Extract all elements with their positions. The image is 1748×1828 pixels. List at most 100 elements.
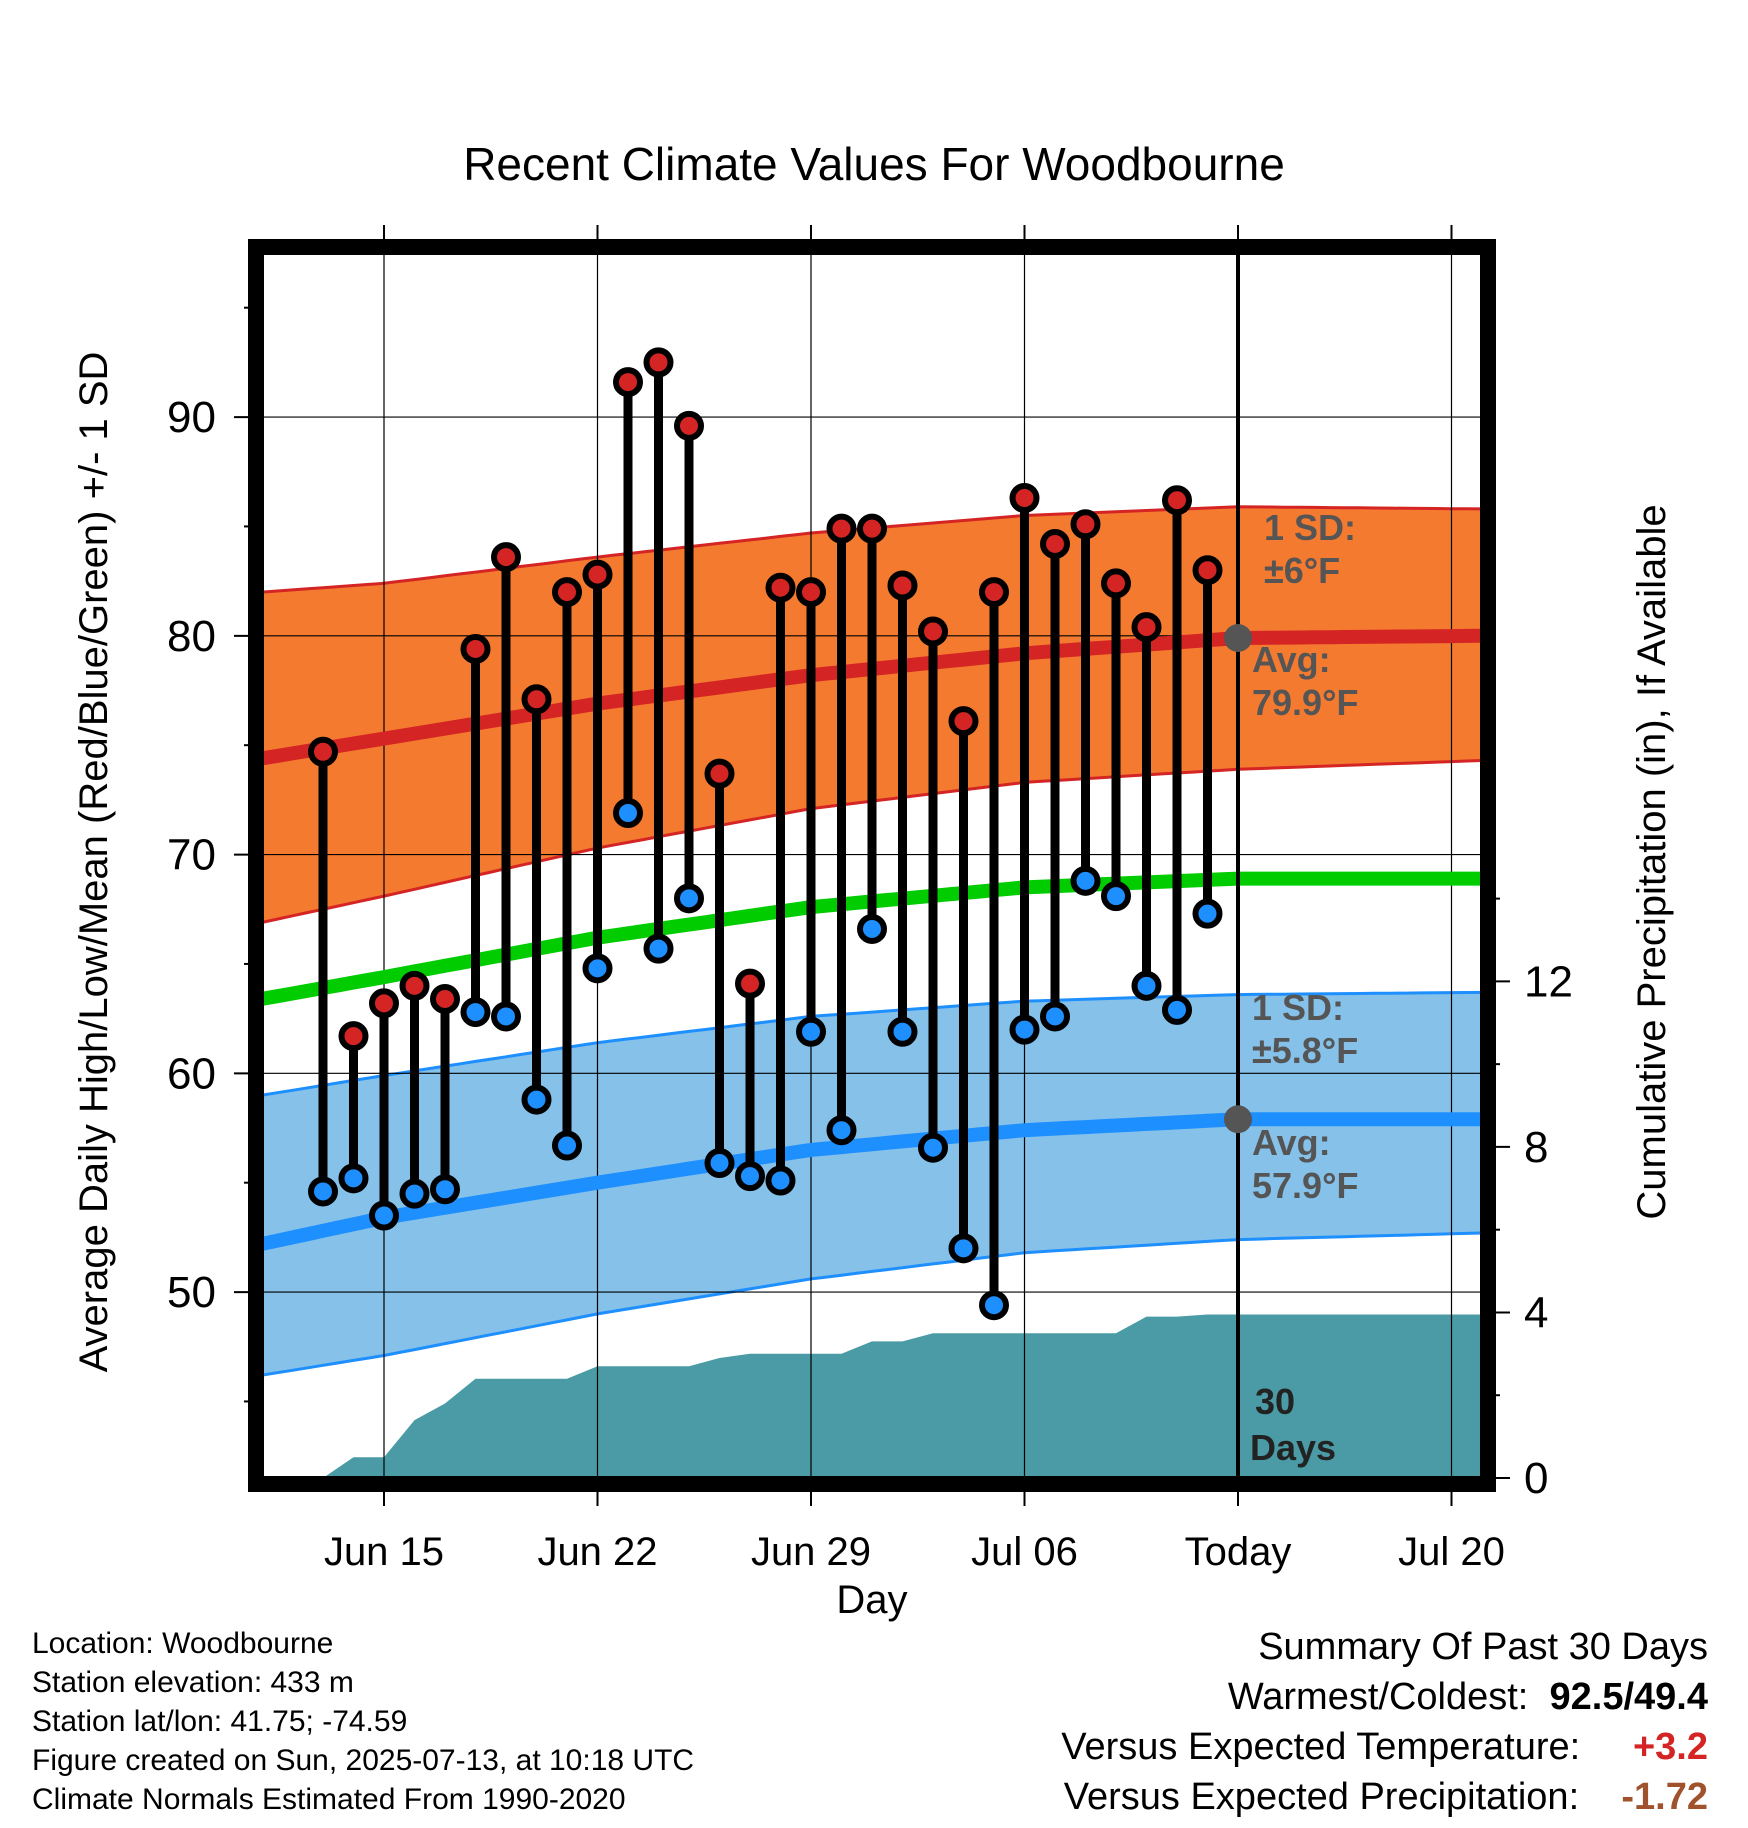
precip-anomaly-row: Versus Expected Precipitation: -1.72 bbox=[1061, 1772, 1708, 1822]
today-low-avg-marker bbox=[1224, 1105, 1252, 1134]
latlon-text: Station lat/lon: 41.75; -74.59 bbox=[32, 1705, 408, 1738]
low-avg-label: Avg: bbox=[1252, 1122, 1331, 1163]
daily-high-point bbox=[399, 970, 430, 1001]
low-avg-value: 57.9°F bbox=[1252, 1165, 1358, 1206]
daily-low-point bbox=[735, 1161, 765, 1192]
daily-high-point bbox=[826, 513, 857, 544]
y-tick-label: 90 bbox=[167, 393, 216, 442]
daily-low-point bbox=[582, 953, 613, 984]
daily-low-point bbox=[1040, 1001, 1070, 1032]
daily-high-point bbox=[1162, 485, 1192, 516]
daily-high-point bbox=[674, 410, 704, 441]
precip-anomaly-label: Versus Expected Precipitation: bbox=[1063, 1776, 1580, 1818]
warm-cold-label: Warmest/Coldest: bbox=[1227, 1676, 1529, 1718]
daily-high-point bbox=[521, 684, 552, 715]
daily-high-point bbox=[430, 983, 460, 1014]
coldest-value: 49.4 bbox=[1634, 1676, 1708, 1718]
y-tick-label: 80 bbox=[167, 612, 216, 661]
normals-text: Climate Normals Estimated From 1990-2020 bbox=[32, 1783, 626, 1816]
daily-low-point bbox=[704, 1148, 735, 1178]
chart-title: Recent Climate Values For Woodbourne bbox=[463, 138, 1285, 190]
daily-high-point bbox=[948, 706, 979, 737]
daily-low-point bbox=[826, 1115, 857, 1146]
x-tick-label: Jun 29 bbox=[751, 1530, 871, 1574]
daily-high-point bbox=[552, 577, 582, 608]
daily-low-point bbox=[491, 1001, 521, 1032]
daily-high-point bbox=[704, 758, 735, 789]
x-axis-title: Day bbox=[836, 1578, 907, 1622]
x-tick-label: Jul 06 bbox=[971, 1530, 1078, 1574]
normal-low-line bbox=[262, 1112, 1482, 1251]
daily-high-point bbox=[1009, 483, 1040, 513]
x-tick-label: Today bbox=[1185, 1530, 1292, 1574]
daily-high-point bbox=[1131, 612, 1162, 643]
daily-low-point bbox=[887, 1016, 918, 1047]
daily-low-point bbox=[674, 883, 704, 914]
high-avg-value: 79.9°F bbox=[1252, 682, 1358, 723]
temp-anomaly-row: Versus Expected Temperature: +3.2 bbox=[1061, 1722, 1708, 1772]
daily-high-point bbox=[643, 347, 674, 378]
daily-high-point bbox=[1192, 555, 1223, 586]
low-sd-value: ±5.8°F bbox=[1252, 1030, 1358, 1071]
temp-anomaly-label: Versus Expected Temperature: bbox=[1061, 1726, 1581, 1768]
daily-low-point bbox=[460, 997, 491, 1028]
daily-low-point bbox=[796, 1016, 826, 1047]
daily-low-point bbox=[369, 1200, 399, 1231]
daily-low-point bbox=[979, 1290, 1009, 1321]
station-info: Location: Woodbourne Station elevation: … bbox=[32, 1624, 694, 1819]
high-sd-value: ±6°F bbox=[1264, 550, 1340, 591]
low-lower-edge bbox=[262, 1231, 1482, 1377]
precip-anomaly-value: -1.72 bbox=[1621, 1776, 1708, 1818]
daily-low-point bbox=[1131, 970, 1162, 1001]
daily-high-point bbox=[491, 542, 521, 573]
plot-frame bbox=[248, 239, 1496, 1492]
daily-high-point bbox=[369, 988, 399, 1019]
x-tick-label: Jun 22 bbox=[537, 1530, 657, 1574]
y-tick-label: 50 bbox=[167, 1268, 216, 1317]
daily-low-point bbox=[399, 1178, 430, 1209]
y2-tick-label: 12 bbox=[1524, 957, 1573, 1006]
daily-low-point bbox=[1101, 881, 1131, 912]
y2-tick-label: 0 bbox=[1524, 1454, 1548, 1503]
daily-high-point bbox=[1101, 568, 1131, 599]
warmest-coldest-row: Warmest/Coldest: 92.5/49.4 bbox=[1061, 1672, 1708, 1722]
x-tick-label: Jun 15 bbox=[324, 1530, 444, 1574]
elevation-text: Station elevation: 433 m bbox=[32, 1666, 354, 1699]
days-count: 30 bbox=[1255, 1381, 1295, 1422]
daily-low-point bbox=[643, 933, 674, 964]
daily-high-point bbox=[857, 513, 887, 544]
daily-low-point bbox=[308, 1176, 338, 1207]
y2-tick-label: 4 bbox=[1524, 1288, 1548, 1337]
daily-low-point bbox=[857, 913, 887, 944]
high-sd-label: 1 SD: bbox=[1264, 507, 1356, 548]
daily-high-point bbox=[796, 577, 826, 608]
y-axis-title: Average Daily High/Low/Mean (Red/Blue/Gr… bbox=[72, 352, 116, 1373]
daily-low-point bbox=[430, 1174, 460, 1205]
daily-low-point bbox=[918, 1132, 948, 1163]
y2-axis-title: Cumulative Precipitation (in), If Availa… bbox=[1630, 504, 1674, 1219]
daily-high-point bbox=[979, 577, 1009, 608]
daily-high-point bbox=[613, 367, 643, 398]
created-text: Figure created on Sun, 2025-07-13, at 10… bbox=[32, 1744, 695, 1777]
daily-low-point bbox=[1192, 898, 1223, 929]
daily-low-point bbox=[948, 1233, 979, 1264]
daily-high-point bbox=[918, 616, 948, 647]
daily-high-point bbox=[308, 736, 338, 767]
daily-high-point bbox=[1040, 528, 1070, 559]
cumulative-precip-area bbox=[292, 1314, 1482, 1478]
daily-high-point bbox=[1070, 509, 1101, 540]
daily-low-point bbox=[338, 1163, 369, 1194]
daily-low-point bbox=[521, 1084, 552, 1115]
daily-low-point bbox=[1070, 865, 1101, 896]
daily-high-point bbox=[582, 559, 613, 590]
daily-low-point bbox=[765, 1165, 796, 1196]
y2-tick-label: 8 bbox=[1524, 1123, 1548, 1172]
days-word: Days bbox=[1250, 1427, 1336, 1468]
y-tick-label: 60 bbox=[167, 1049, 216, 1098]
daily-low-point bbox=[552, 1130, 582, 1161]
daily-high-point bbox=[460, 633, 491, 664]
low-sd-label: 1 SD: bbox=[1252, 987, 1344, 1028]
low-upper-edge bbox=[262, 990, 1482, 1097]
